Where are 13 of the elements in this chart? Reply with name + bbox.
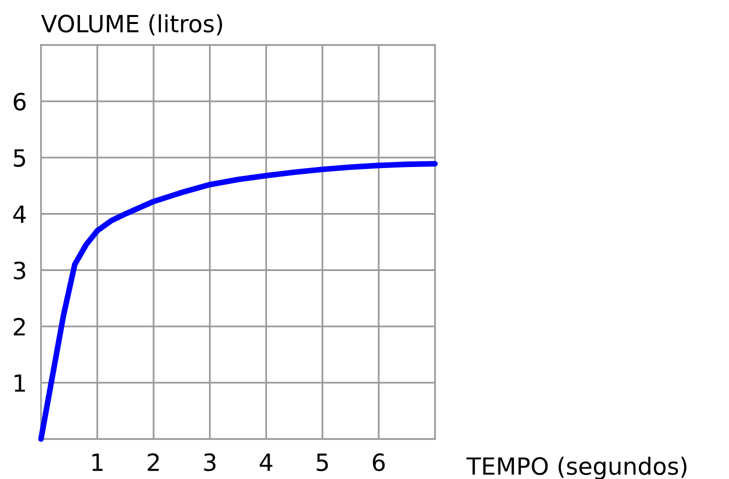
x-tick-label: 1 [92, 454, 103, 471]
x-tick-label: 5 [316, 454, 328, 472]
y-tick-label: 5 [14, 149, 26, 167]
x-tick-label: 6 [372, 453, 385, 472]
x-tick-label: 3 [204, 453, 216, 472]
y-axis-title: VOLUME (litros) [41, 14, 222, 36]
y-tick-label: 1 [14, 374, 25, 392]
y-tick-label: 3 [14, 262, 26, 280]
x-tick-label: 4 [260, 454, 272, 471]
y-tick-label: 6 [14, 92, 26, 111]
y-tick-label: 2 [14, 318, 25, 336]
y-tick-label: 4 [13, 206, 26, 223]
x-tick-label: 2 [148, 453, 159, 471]
